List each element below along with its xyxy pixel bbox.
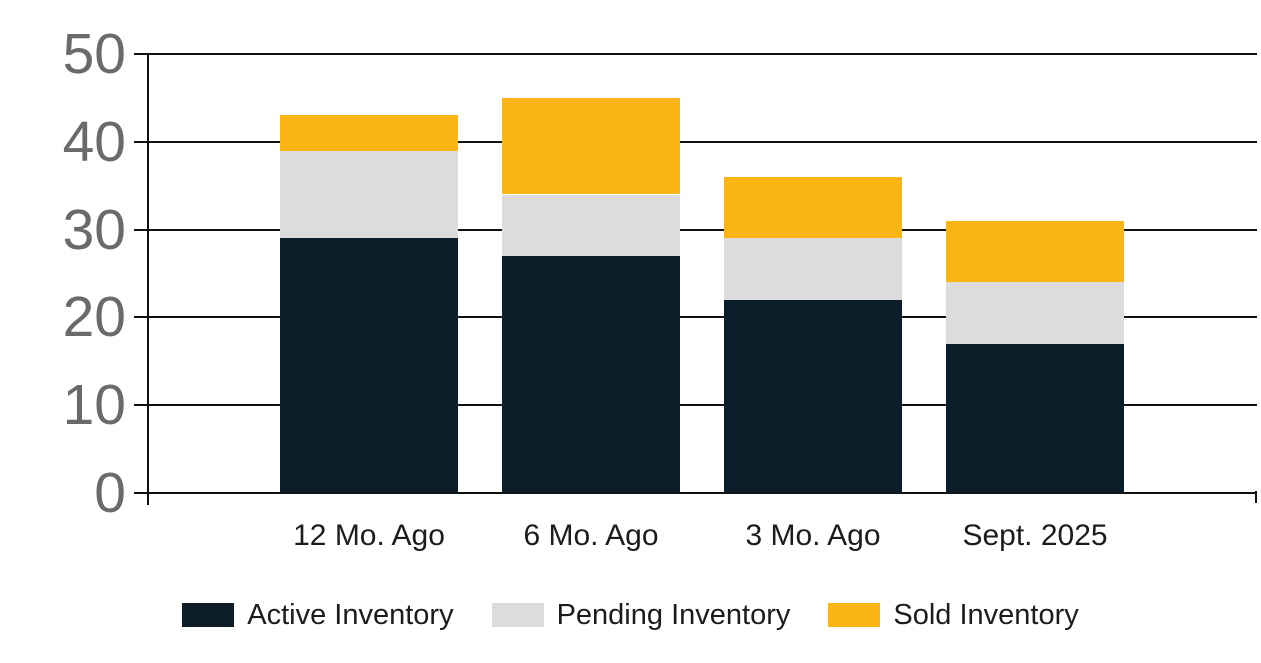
segment-pending-inventory [946, 282, 1124, 344]
plot-area [134, 53, 1257, 505]
gridline-0 [134, 492, 1257, 494]
y-tick-label-0: 0 [94, 461, 126, 525]
pending-inventory-swatch [491, 603, 544, 627]
legend-item-pending-inventory: Pending Inventory [491, 598, 791, 632]
y-tick-label-10: 10 [62, 373, 126, 438]
x-axis-label: 3 Mo. Ago [745, 519, 881, 552]
sold-inventory-swatch [828, 603, 881, 627]
x-axis-label: 12 Mo. Ago [293, 519, 445, 552]
legend: Active Inventory Pending Inventory Sold … [0, 598, 1261, 632]
bar-sept-2025 [946, 220, 1124, 493]
gridline-10 [134, 404, 1257, 407]
y-tick-label-40: 40 [62, 109, 126, 174]
bar-6-mo-ago [502, 97, 680, 493]
legend-label: Pending Inventory [556, 598, 791, 631]
segment-pending-inventory [280, 150, 458, 239]
segment-active-inventory [502, 255, 680, 493]
x-axis-label: Sept. 2025 [962, 519, 1108, 552]
gridline-20 [134, 316, 1257, 319]
segment-sold-inventory [502, 97, 680, 195]
gridline-50 [134, 53, 1257, 56]
segment-sold-inventory [724, 176, 902, 239]
segment-pending-inventory [502, 194, 680, 256]
legend-label: Sold Inventory [893, 598, 1079, 631]
legend-item-active-inventory: Active Inventory [182, 598, 454, 632]
gridline-40 [134, 140, 1257, 143]
x-axis-end-tick [1255, 491, 1257, 503]
segment-sold-inventory [280, 115, 458, 151]
y-tick-label-20: 20 [62, 285, 126, 350]
legend-item-sold-inventory: Sold Inventory [828, 598, 1079, 632]
segment-active-inventory [946, 343, 1124, 493]
bar-12-mo-ago [280, 115, 458, 493]
y-axis-line [147, 54, 149, 505]
gridline-30 [134, 228, 1257, 231]
segment-pending-inventory [724, 238, 902, 300]
legend-label: Active Inventory [247, 598, 454, 631]
segment-active-inventory [724, 299, 902, 493]
x-axis-label: 6 Mo. Ago [523, 519, 659, 552]
segment-sold-inventory [946, 220, 1124, 283]
y-tick-label-50: 50 [62, 22, 126, 86]
active-inventory-swatch [182, 603, 235, 627]
y-tick-label-30: 30 [62, 197, 126, 262]
x-axis-labels: 12 Mo. Ago 6 Mo. Ago 3 Mo. Ago Sept. 202… [147, 519, 1257, 559]
segment-active-inventory [280, 238, 458, 493]
bar-3-mo-ago [724, 176, 902, 493]
